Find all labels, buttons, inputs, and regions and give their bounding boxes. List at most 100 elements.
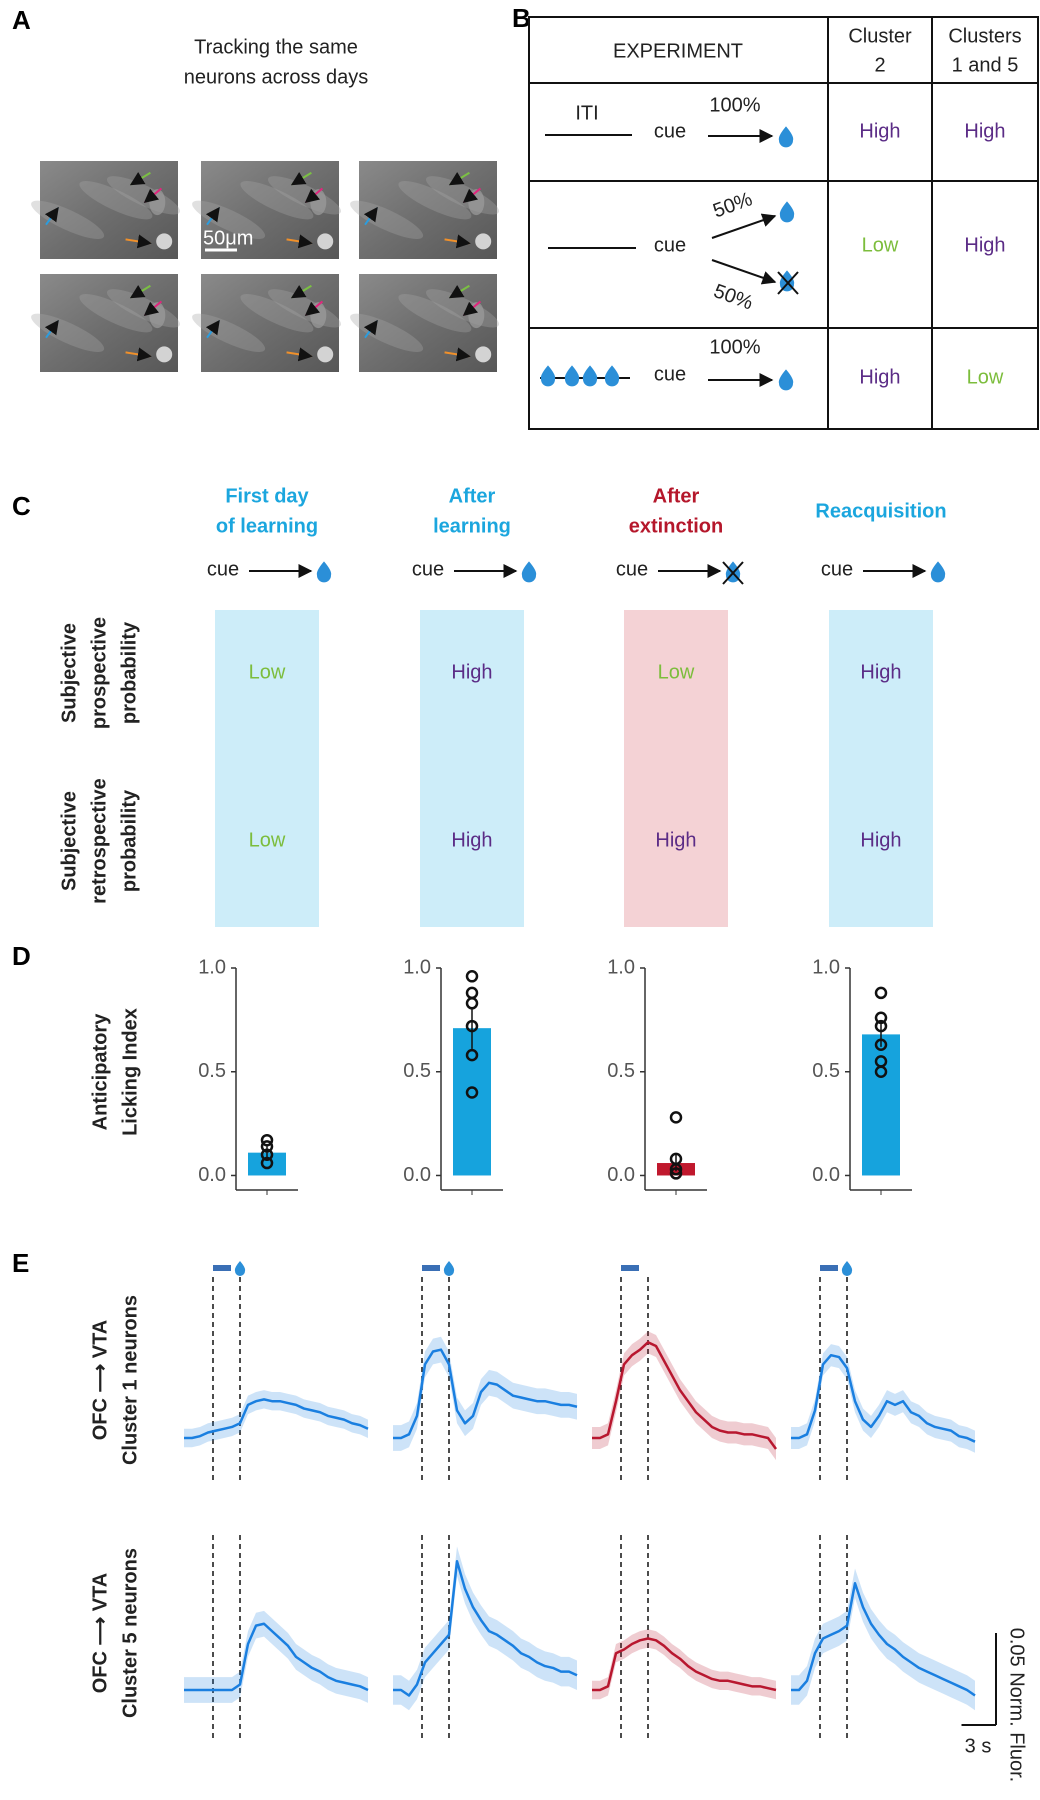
data-point <box>465 970 479 983</box>
drop-icon <box>316 561 332 583</box>
image-texture <box>398 294 472 333</box>
y-tick-label: 0.0 <box>812 1164 840 1186</box>
probability-level: High <box>860 829 901 851</box>
panel-a-title: Tracking the same <box>194 36 358 58</box>
probability-level: Low <box>658 661 695 683</box>
cue-label: cue <box>654 120 686 142</box>
trace <box>393 1348 578 1440</box>
trace <box>184 1622 369 1692</box>
cross <box>777 271 799 295</box>
y-tick-label: 0.0 <box>198 1164 226 1186</box>
y-tick-label: 0.5 <box>198 1060 226 1082</box>
probability: 100% <box>709 94 760 116</box>
table-header: Clusters <box>948 25 1021 47</box>
sem-band <box>184 1610 368 1703</box>
image-texture <box>398 181 472 220</box>
condition-box <box>420 610 524 927</box>
cue-marker <box>621 1265 639 1271</box>
table-value: Low <box>862 234 899 256</box>
drop-icon <box>604 365 620 387</box>
data-point <box>465 986 479 1000</box>
scale-bar-label: 50μm <box>203 227 253 249</box>
drop-icon <box>234 1261 246 1276</box>
data-point <box>465 997 479 1010</box>
drop-icon <box>779 201 795 223</box>
data-point <box>874 1019 888 1033</box>
probability: 100% <box>709 336 760 358</box>
row-label: probability <box>118 621 140 724</box>
arrow <box>448 171 470 186</box>
row-label: probability <box>118 789 140 892</box>
table-value: High <box>964 234 1005 256</box>
sem-band <box>592 1629 776 1700</box>
data-point <box>260 1148 274 1161</box>
arrow <box>444 347 471 362</box>
y-tick-label: 0.5 <box>403 1060 431 1082</box>
row-label: Cluster 1 neurons <box>119 1295 141 1465</box>
neuron <box>156 233 173 250</box>
y-tick-label: 1.0 <box>812 956 840 978</box>
arrow <box>286 347 313 362</box>
panel-label: D <box>12 941 31 971</box>
data-point <box>669 1167 683 1180</box>
row-label: Subjective <box>58 623 80 723</box>
cue-label: cue <box>616 558 648 580</box>
arrow <box>125 347 152 362</box>
bar <box>248 1152 286 1176</box>
trace <box>393 1559 578 1697</box>
arrow <box>205 319 220 339</box>
neuron <box>317 346 334 363</box>
neuron <box>317 233 334 250</box>
data-point <box>260 1156 274 1170</box>
drop-icon <box>443 1261 455 1276</box>
arrow <box>363 319 378 339</box>
condition-title: Reacquisition <box>815 500 946 522</box>
arrow <box>125 234 152 249</box>
arrow <box>711 259 777 285</box>
probability-level: High <box>451 661 492 683</box>
drop-icon <box>841 1261 853 1276</box>
probability-level: High <box>860 661 901 683</box>
trace <box>184 1398 369 1440</box>
sem-band <box>791 1344 975 1453</box>
arrow <box>290 284 312 299</box>
table-header: 2 <box>874 54 885 76</box>
data-point <box>465 1019 479 1033</box>
probability-level: High <box>655 829 696 851</box>
table-header: EXPERIMENT <box>613 40 743 62</box>
y-tick-label: 0.0 <box>607 1164 635 1186</box>
trace <box>791 1353 976 1443</box>
y-tick-label: 1.0 <box>198 956 226 978</box>
cue-marker <box>820 1265 838 1271</box>
table-value: High <box>859 366 900 388</box>
row-label: OFC ⟶ VTA <box>89 1573 111 1694</box>
condition-title: learning <box>433 515 511 537</box>
bar <box>862 1034 900 1176</box>
condition-title: After <box>449 485 496 507</box>
arrow <box>462 187 482 204</box>
y-axis-label: Anticipatory <box>89 1013 111 1131</box>
cue-marker <box>422 1265 440 1271</box>
row-label: OFC ⟶ VTA <box>89 1320 111 1441</box>
drop-icon <box>540 365 556 387</box>
sem-band <box>393 1336 577 1451</box>
trace <box>592 1341 778 1450</box>
row-label: retrospective <box>88 778 110 904</box>
panel-label: A <box>12 5 31 35</box>
y-tick-label: 1.0 <box>607 956 635 978</box>
arrow <box>462 300 482 317</box>
arrow <box>304 187 324 204</box>
row-label: prospective <box>88 617 110 729</box>
y-tick-label: 0.5 <box>607 1060 635 1082</box>
drop-icon <box>582 365 598 387</box>
arrow <box>290 171 312 186</box>
data-point <box>874 1011 888 1025</box>
image-texture <box>240 181 314 220</box>
y-tick-label: 1.0 <box>403 956 431 978</box>
bar <box>453 1028 491 1176</box>
drop-icon <box>521 561 537 583</box>
arrow <box>129 171 151 186</box>
neuron <box>475 233 492 250</box>
arrow <box>286 234 313 249</box>
